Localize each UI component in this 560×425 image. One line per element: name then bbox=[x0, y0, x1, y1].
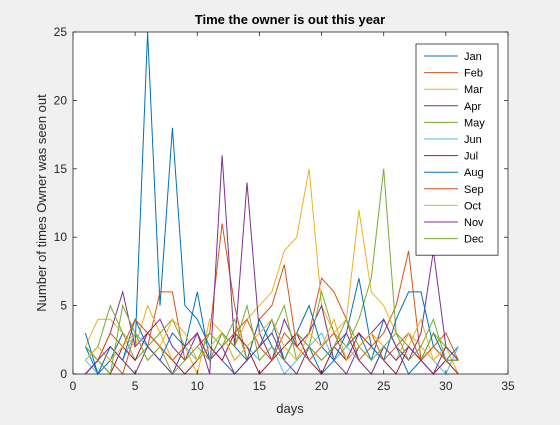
x-tick-label: 5 bbox=[132, 379, 139, 393]
legend-label-nov: Nov bbox=[464, 217, 484, 229]
plot-frame bbox=[72, 31, 509, 375]
legend-label-oct: Oct bbox=[464, 200, 481, 212]
x-axis-ticks: 0 5 10 15 20 25 30 35 bbox=[70, 32, 515, 393]
legend-label-jun: Jun bbox=[464, 134, 482, 146]
y-tick-label: 5 bbox=[60, 299, 67, 313]
legend: Jan Feb Mar Apr May Jun Jul Aug Sep Oct Nov Dec bbox=[415, 43, 499, 256]
series-layer bbox=[84, 31, 459, 376]
x-tick-label: 0 bbox=[70, 379, 77, 393]
y-axis-ticks: 0 5 10 15 20 25 bbox=[54, 25, 508, 381]
x-axis-label: days bbox=[276, 401, 304, 416]
chart-title: Time the owner is out this year bbox=[195, 12, 385, 27]
x-tick-label: 30 bbox=[439, 379, 453, 393]
legend-label-apr: Apr bbox=[464, 101, 481, 113]
x-tick-label: 20 bbox=[315, 379, 329, 393]
y-tick-label: 25 bbox=[54, 25, 68, 39]
legend-label-jul: Jul bbox=[464, 151, 478, 163]
y-tick-label: 15 bbox=[54, 162, 68, 176]
y-tick-label: 20 bbox=[54, 93, 68, 107]
legend-label-feb: Feb bbox=[464, 68, 483, 80]
y-tick-label: 0 bbox=[60, 367, 67, 381]
x-tick-label: 10 bbox=[191, 379, 205, 393]
series-line-nov bbox=[85, 332, 459, 375]
x-tick-label: 15 bbox=[253, 379, 267, 393]
series-line-dec bbox=[85, 303, 459, 376]
series-line-sep bbox=[85, 318, 459, 362]
y-axis-label: Number of times Owner was seen out bbox=[34, 94, 49, 312]
legend-label-may: May bbox=[464, 117, 485, 129]
y-tick-label: 10 bbox=[54, 230, 68, 244]
legend-label-dec: Dec bbox=[464, 234, 484, 246]
legend-label-aug: Aug bbox=[464, 167, 484, 179]
x-tick-label: 25 bbox=[377, 379, 391, 393]
legend-label-jan: Jan bbox=[464, 51, 482, 63]
x-tick-label: 35 bbox=[501, 379, 515, 393]
legend-box bbox=[415, 43, 499, 256]
legend-label-sep: Sep bbox=[464, 184, 484, 196]
legend-label-mar: Mar bbox=[464, 84, 483, 96]
